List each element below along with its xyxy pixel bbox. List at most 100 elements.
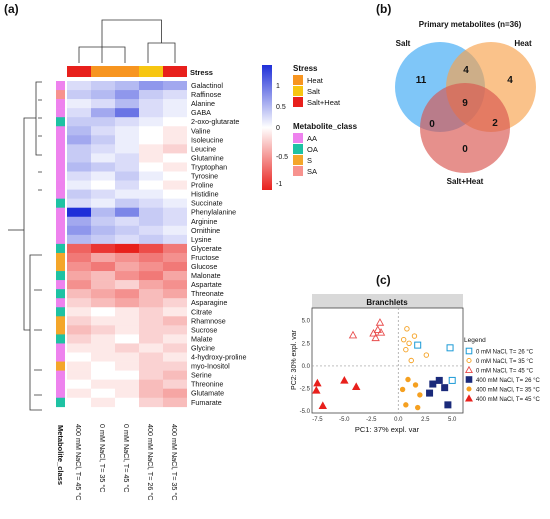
- scatter-point-square: [444, 401, 452, 409]
- heatmap-cell: [163, 352, 187, 362]
- heatmap-cell: [139, 243, 163, 254]
- heatmap-cell: [91, 171, 115, 181]
- heatmap-cell: [115, 361, 139, 371]
- row-label: Histidine: [191, 190, 219, 199]
- heatmap-cell: [163, 325, 187, 335]
- heatmap-cell: [67, 343, 91, 353]
- class-cell-aa: [56, 135, 65, 145]
- scatter-title: Branchlets: [366, 298, 408, 307]
- heatmap-cell: [115, 298, 139, 308]
- heatmap-cell: [91, 225, 115, 236]
- venn-count-salt-heat: 4: [463, 65, 469, 76]
- y-tick-label: 2.5: [302, 341, 311, 347]
- scatter-point-circle: [399, 386, 406, 393]
- venn-set-saltheat: Salt+Heat: [447, 177, 484, 186]
- metabolite-class-bar: [56, 81, 65, 408]
- legend-label-stress: Heat: [307, 76, 324, 85]
- scatter-point-triangle: [313, 378, 322, 387]
- row-label: Succinate: [191, 199, 223, 208]
- scatter-point-circle: [412, 382, 419, 388]
- column-label: 0 mM NaCl, T= 45 °C: [122, 424, 131, 492]
- row-dendrogram: [8, 81, 42, 411]
- class-cell-aa: [56, 370, 65, 380]
- heatmap-cell: [115, 144, 139, 154]
- stress-cell-1: [91, 66, 115, 77]
- heatmap-cell: [115, 198, 139, 208]
- legend-marker-circle-open: [466, 357, 472, 364]
- venn-count-heat-saltheat: 2: [492, 118, 498, 129]
- row-label: Glutamate: [191, 389, 224, 398]
- row-labels: GalactinolRaffinoseAlanineGABA2-oxo-glut…: [191, 81, 247, 407]
- heatmap-cell: [115, 307, 139, 317]
- legend-swatch-class: [293, 133, 303, 143]
- heatmap-cell: [163, 379, 187, 389]
- row-label: myo-Inositol: [191, 362, 230, 371]
- legend-marker-triangle-open: [465, 365, 473, 374]
- heatmap-cell: [139, 135, 163, 145]
- heatmap-cell: [139, 379, 163, 389]
- venn-count-heat-only: 4: [507, 75, 513, 86]
- scatter-strip: [312, 294, 463, 308]
- heatmap-cell: [139, 343, 163, 353]
- heatmap-cell: [91, 135, 115, 145]
- class-cell-s: [56, 325, 65, 335]
- class-cell-aa: [56, 207, 65, 218]
- row-label: 2-oxo-glutarate: [191, 117, 239, 126]
- heatmap-cell: [67, 252, 91, 263]
- legend-marker-circle: [466, 386, 472, 392]
- scatter-point-circle: [417, 392, 423, 398]
- class-cell-sa: [56, 90, 65, 100]
- heatmap-cell: [115, 126, 139, 136]
- heatmap-cell: [91, 189, 115, 199]
- heatmap-cell: [139, 90, 163, 100]
- heatmap-cell: [139, 126, 163, 136]
- class-cell-oa: [56, 271, 65, 281]
- scatter-point-circle-open: [423, 352, 430, 358]
- y-tick-labels: 5.0 2.5 0.0 -2.5 -5.0: [300, 319, 311, 416]
- scatter-point-triangle: [318, 401, 328, 409]
- heatmap-cell: [67, 361, 91, 371]
- legend-stress: Heat Salt Salt+Heat: [293, 75, 341, 107]
- reference-lines: [312, 308, 463, 413]
- row-label: Isoleucine: [191, 135, 223, 144]
- class-cell-aa: [56, 225, 65, 236]
- legend-series-label: 0 mM NaCl, T= 45 °C: [476, 368, 534, 374]
- class-cell-oa: [56, 307, 65, 317]
- heatmap-cell: [139, 81, 163, 91]
- scatter-point-triangle-open: [371, 333, 380, 342]
- heatmap-cell: [139, 189, 163, 199]
- heatmap-cell: [67, 225, 91, 236]
- heatmap-cell: [67, 379, 91, 389]
- scatter-point-square: [429, 380, 437, 388]
- scatter-point-square: [435, 376, 443, 384]
- row-label: Ornithine: [191, 226, 220, 235]
- heatmap-cell: [139, 144, 163, 154]
- pca-scatter-panel: Branchlets -7.5 -5.0 -2.5 0.0 2.5 5.0 5.02.50…: [291, 294, 540, 434]
- class-cell-aa: [56, 216, 65, 227]
- heatmap-cell: [115, 108, 139, 118]
- legend-class-title: Metabolite_class: [293, 122, 358, 131]
- class-cell-oa: [56, 397, 65, 408]
- row-label: Citrate: [191, 307, 212, 316]
- class-cell-s: [56, 361, 65, 371]
- class-cell-s: [56, 316, 65, 326]
- row-label: Sucrose: [191, 325, 217, 334]
- legend-marker-square: [465, 376, 473, 383]
- legend-stress-title: Stress: [293, 64, 318, 73]
- scatter-plot-area: [311, 307, 464, 414]
- scatter-point-triangle-open: [373, 325, 383, 333]
- heatmap-cell: [67, 289, 91, 299]
- row-label: Threonine: [191, 380, 223, 389]
- heatmap-cell: [115, 343, 139, 353]
- heatmap-cell: [139, 316, 163, 326]
- x-tick-labels: -7.5 -5.0 -2.5 0.0 2.5 5.0: [312, 417, 457, 423]
- row-label: Malate: [191, 334, 213, 343]
- row-label: Arginine: [191, 217, 217, 226]
- scatter-point-square: [426, 389, 434, 397]
- heatmap-cell: [67, 307, 91, 317]
- scatter-point-square-open: [446, 344, 454, 352]
- column-label: 400 mM NaCl, T= 26 °C: [146, 424, 155, 500]
- heatmap-cell: [115, 325, 139, 335]
- venn-circle-saltheat: [420, 83, 510, 173]
- heatmap-cell: [67, 262, 91, 272]
